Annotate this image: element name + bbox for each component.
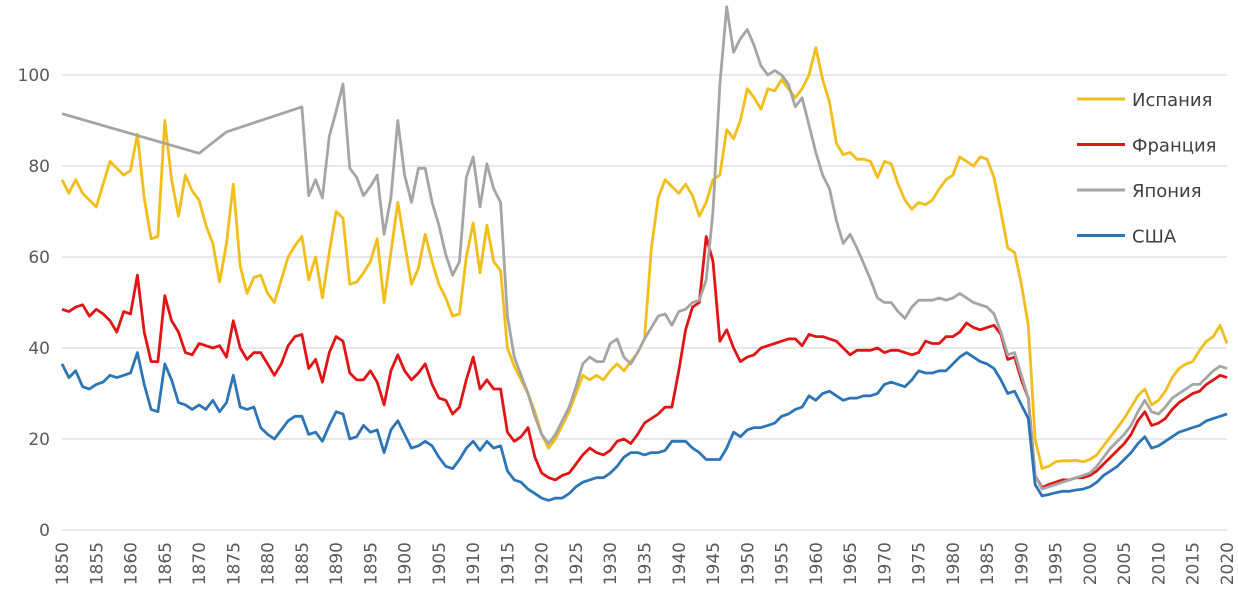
x-tick-label: 2005	[1115, 542, 1135, 585]
y-tick-label: 0	[39, 521, 50, 541]
x-tick-label: 1950	[738, 542, 758, 585]
x-tick-label: 1890	[327, 542, 347, 585]
x-tick-label: 1980	[944, 542, 964, 585]
x-tick-label: 1965	[841, 542, 861, 585]
x-tick-label: 1970	[875, 542, 895, 585]
series-line-2	[61, 235, 1228, 490]
legend-label: Испания	[1132, 90, 1212, 111]
series-line-4	[60, 351, 1228, 502]
x-tick-label: 1955	[773, 542, 793, 585]
x-tick-label: 1940	[670, 542, 690, 585]
x-tick-label: 1860	[122, 542, 142, 585]
legend-label: Франция	[1132, 136, 1217, 157]
x-tick-label: 1875	[224, 542, 244, 585]
y-tick-label: 20	[28, 430, 50, 450]
series-line-3	[61, 5, 1228, 491]
x-tick-label: 1910	[464, 542, 484, 585]
y-axis-ticks: 0 20 40 60 80 100	[18, 66, 50, 541]
x-tick-label: 1880	[259, 542, 279, 585]
legend: Испания Франция Япония США	[1077, 90, 1217, 248]
gridlines	[62, 74, 1227, 531]
x-tick-label: 2010	[1149, 542, 1169, 585]
x-tick-label: 1900	[396, 542, 416, 585]
x-tick-label: 1905	[430, 542, 450, 585]
x-tick-label: 1895	[361, 542, 381, 585]
x-tick-label: 1855	[87, 542, 107, 585]
x-tick-label: 1870	[190, 542, 210, 585]
x-tick-label: 1850	[53, 542, 73, 585]
x-tick-label: 1975	[910, 542, 930, 585]
y-tick-label: 80	[28, 157, 50, 177]
y-tick-label: 40	[28, 339, 50, 359]
x-tick-label: 1960	[807, 542, 827, 585]
y-tick-label: 60	[28, 248, 50, 268]
legend-label: США	[1132, 227, 1177, 248]
x-tick-label: 1990	[1012, 542, 1032, 585]
x-tick-label: 1920	[533, 542, 553, 585]
x-tick-label: 2000	[1081, 542, 1101, 585]
x-tick-label: 1930	[601, 542, 621, 585]
x-tick-label: 1925	[567, 542, 587, 585]
x-tick-label: 1935	[636, 542, 656, 585]
x-tick-label: 1885	[293, 542, 313, 585]
y-tick-label: 100	[18, 66, 50, 86]
x-tick-label: 2020	[1218, 542, 1238, 585]
x-tick-label: 1995	[1047, 542, 1067, 585]
x-tick-label: 2015	[1184, 542, 1204, 585]
x-tick-label: 1945	[704, 542, 724, 585]
x-axis-ticks: 1850 1855 1860 1865 1870 1875 1880 1885 1890 1895…	[53, 542, 1238, 585]
series-lines	[60, 5, 1229, 502]
series-line-1	[60, 46, 1229, 470]
x-tick-label: 1915	[498, 542, 518, 585]
x-tick-label: 1865	[156, 542, 176, 585]
x-tick-label: 1985	[978, 542, 998, 585]
legend-label: Япония	[1132, 181, 1202, 202]
